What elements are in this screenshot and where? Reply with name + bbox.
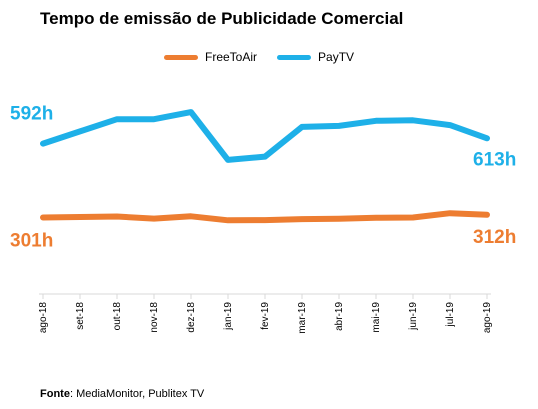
data-point-paytv [227,159,229,161]
data-point-freetoair [412,217,414,219]
data-point-freetoair [153,218,155,220]
data-label-freetoair: 301h [10,231,53,252]
data-point-freetoair [449,212,451,214]
data-point-paytv [412,119,414,121]
x-tick-label: nov-18 [149,302,160,333]
data-point-freetoair [190,215,192,217]
data-point-paytv [301,126,303,128]
data-point-freetoair [116,216,118,218]
x-tick-label: dez-18 [186,302,197,333]
data-label-paytv: 613h [473,149,516,170]
data-point-freetoair [79,216,81,218]
source-label: Fonte [40,388,70,400]
data-point-freetoair [338,218,340,220]
data-point-paytv [153,118,155,120]
data-point-paytv [42,143,44,145]
legend-swatch-freetoair [164,54,198,60]
data-point-freetoair [375,217,377,219]
data-point-paytv [264,156,266,158]
data-point-paytv [375,120,377,122]
source-note: Fonte: MediaMonitor, Publitex TV [40,388,204,400]
series-line-freetoair [40,210,490,224]
data-label-freetoair: 312h [473,227,516,248]
data-point-freetoair [227,219,229,221]
data-point-freetoair [486,214,488,216]
x-tick-label: abr-19 [334,302,345,331]
x-tick-label: ago-18 [38,302,49,334]
data-point-paytv [79,130,81,132]
x-tick-label: jan-19 [223,302,234,331]
legend-item-freetoair: FreeToAir [164,50,257,64]
x-tick-label: ago-19 [482,302,493,334]
line-chart: ago-18 set-18 out-18 nov-18 dez-18 jan-19 fev-… [10,104,516,334]
x-tick-label: set-18 [75,302,86,330]
x-tick-label: mai-19 [371,302,382,333]
x-tick-label: jun-19 [408,302,419,331]
data-point-paytv [486,137,488,139]
data-label-paytv: 592h [10,104,53,125]
data-point-paytv [116,118,118,120]
data-point-paytv [338,125,340,127]
legend-swatch-paytv [277,54,312,60]
legend-label-freetoair: FreeToAir [205,50,258,64]
x-tick-label: fev-19 [260,302,271,330]
x-tick-label: out-18 [112,302,123,331]
data-point-paytv [190,111,192,113]
x-tick-label: mar-19 [297,302,308,334]
legend-label-paytv: PayTV [318,50,355,64]
data-point-freetoair [301,218,303,220]
x-tick-label: jul-19 [445,302,456,328]
data-point-freetoair [42,217,44,219]
series-line-paytv [40,109,490,163]
chart-title: Tempo de emissão de Publicidade Comercia… [40,9,404,28]
data-point-freetoair [264,219,266,221]
source-text: : MediaMonitor, Publitex TV [69,388,205,400]
data-point-paytv [449,124,451,126]
chart-legend: FreeToAir PayTV [164,47,374,67]
legend-item-paytv: PayTV [277,50,354,64]
